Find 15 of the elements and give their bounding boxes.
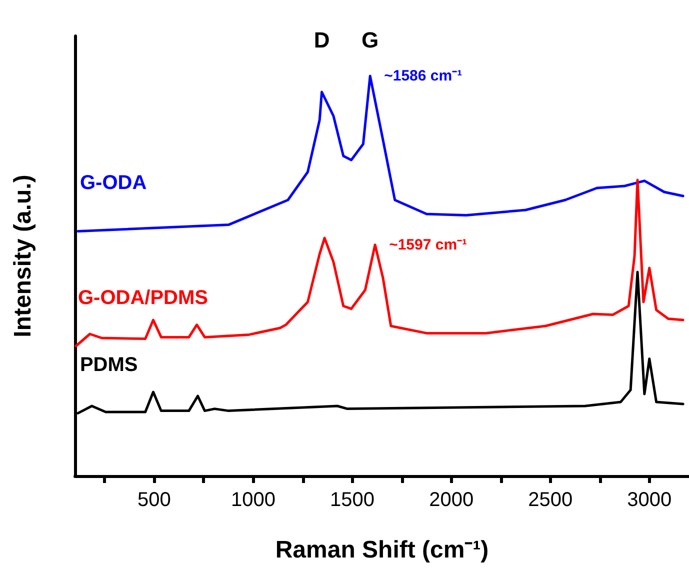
x-axis-title: Raman Shift (cm⁻¹) <box>275 536 489 564</box>
x-tick-label: 2500 <box>528 489 573 511</box>
x-tick-label: 1500 <box>330 489 375 511</box>
annotation: D <box>314 28 330 52</box>
x-tick-label: 3000 <box>627 489 672 511</box>
x-tick-label: 1000 <box>231 489 276 511</box>
annotation: ~1586 cm⁻¹ <box>384 68 462 84</box>
y-axis-title: Intensity (a.u.) <box>10 174 36 338</box>
annotation: G <box>362 28 379 52</box>
series-label: G-ODA <box>80 172 147 194</box>
annotation: ~1597 cm⁻¹ <box>389 236 468 254</box>
x-tick-label: 500 <box>138 489 171 511</box>
series-label: G-ODA/PDMS <box>78 287 208 309</box>
series-label: PDMS <box>80 354 138 376</box>
x-tick-label: 2000 <box>429 489 474 511</box>
